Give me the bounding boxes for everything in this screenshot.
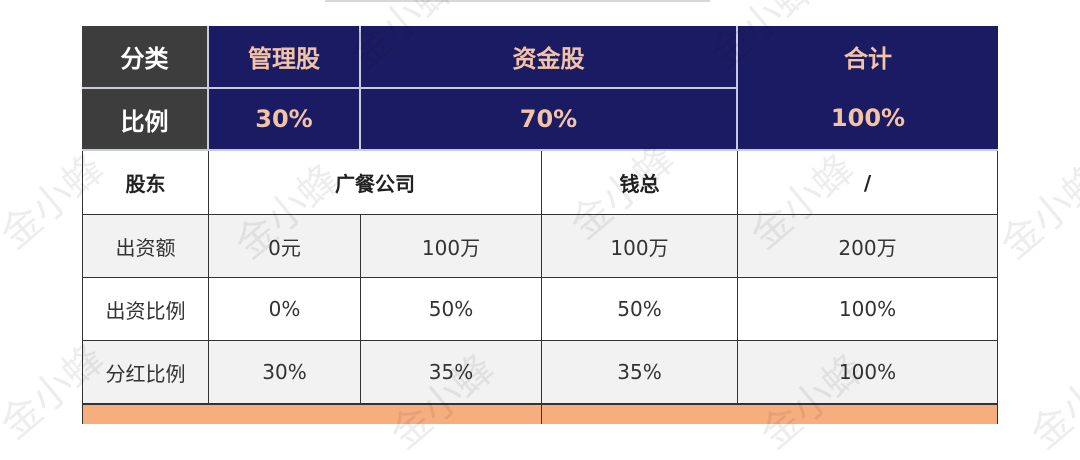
table-cell: 100% bbox=[738, 341, 998, 404]
table-cell: 100万 bbox=[542, 215, 738, 278]
table-cell: 100% bbox=[738, 278, 998, 341]
top-divider bbox=[325, 0, 710, 2]
management-ratio: 30% bbox=[209, 89, 361, 151]
footer-cell-left bbox=[82, 404, 542, 424]
row-label: 出资额 bbox=[82, 215, 209, 278]
row-label: 分红比例 bbox=[82, 341, 209, 404]
watermark: 金小蜂 bbox=[1071, 0, 1080, 79]
table-cell: 35% bbox=[542, 341, 738, 404]
ratio-label: 比例 bbox=[82, 89, 209, 151]
category-label: 分类 bbox=[82, 26, 209, 89]
table-cell: 35% bbox=[361, 341, 542, 404]
total-label: 合计 bbox=[844, 45, 892, 74]
shareholder-person: 钱总 bbox=[542, 151, 738, 215]
capital-ratio: 70% bbox=[361, 89, 738, 151]
table-cell: 50% bbox=[361, 278, 542, 341]
table-cell: 0元 bbox=[209, 215, 361, 278]
table-cell: 0% bbox=[209, 278, 361, 341]
shareholder-company: 广餐公司 bbox=[209, 151, 542, 215]
row-label: 出资比例 bbox=[82, 278, 209, 341]
watermark: 金小蜂 bbox=[1021, 345, 1080, 459]
management-shares-header: 管理股 bbox=[209, 26, 361, 89]
total-ratio: 100% bbox=[830, 104, 906, 133]
watermark: 金小蜂 bbox=[991, 155, 1080, 269]
table-cell: 50% bbox=[542, 278, 738, 341]
table-cell: 30% bbox=[209, 341, 361, 404]
capital-shares-header: 资金股 bbox=[361, 26, 738, 89]
shareholder-total: / bbox=[738, 151, 998, 215]
total-header: 合计 100% bbox=[738, 26, 998, 151]
footer-cell-right bbox=[542, 404, 998, 424]
table-cell: 200万 bbox=[738, 215, 998, 278]
shareholder-label: 股东 bbox=[82, 151, 209, 215]
table-cell: 100万 bbox=[361, 215, 542, 278]
